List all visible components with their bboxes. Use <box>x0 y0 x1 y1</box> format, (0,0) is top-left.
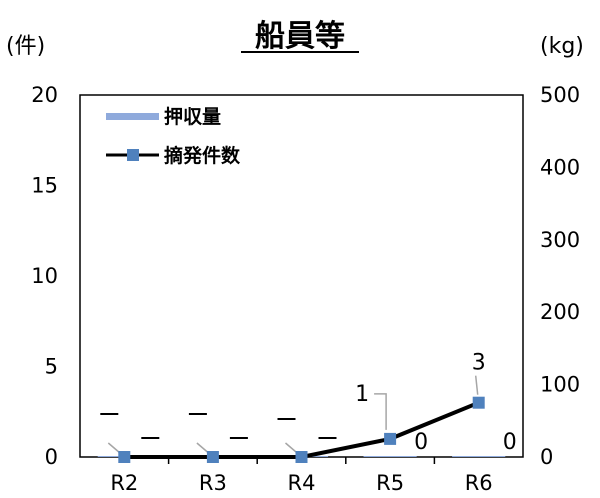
right-tick-label: 400 <box>540 155 580 179</box>
line-marker <box>295 451 308 463</box>
line-marker <box>206 451 219 463</box>
x-tick-label: R4 <box>288 471 316 495</box>
line-marker <box>384 432 397 445</box>
left-tick-label: 0 <box>45 445 58 469</box>
line-marker <box>472 396 485 409</box>
leader-line <box>374 393 387 430</box>
data-labels: 0 0 1 3 <box>355 351 517 455</box>
bar <box>363 456 417 457</box>
leader-line <box>474 375 479 395</box>
bar-data-label: 0 <box>503 430 517 455</box>
plot-area <box>79 94 524 458</box>
x-axis-tick-labels: R2 R3 R4 R5 R6 <box>110 457 493 495</box>
bar <box>452 456 506 457</box>
legend-swatch-bar <box>106 113 159 120</box>
x-tick-label: R5 <box>376 471 404 495</box>
right-tick-label: 0 <box>540 445 553 469</box>
left-tick-label: 15 <box>31 174 58 198</box>
left-tick-label: 20 <box>31 83 58 107</box>
x-tick-label: R6 <box>465 471 493 495</box>
chart-title: 船員等 <box>255 19 345 54</box>
legend-label-bar: 押収量 <box>164 105 221 128</box>
x-tick-label: R2 <box>110 471 138 495</box>
right-tick-label: 300 <box>540 228 580 252</box>
legend-swatch-marker <box>127 149 139 161</box>
right-tick-label: 500 <box>540 83 580 107</box>
left-tick-label: 10 <box>31 264 58 288</box>
bar-data-label: 0 <box>414 430 428 455</box>
line-data-label: 3 <box>472 351 486 376</box>
left-axis-unit: (件) <box>6 34 45 59</box>
left-tick-label: 5 <box>45 355 58 379</box>
right-tick-label: 100 <box>540 373 580 397</box>
x-tick-label: R3 <box>199 471 227 495</box>
left-axis-tick-labels: 0 5 10 15 20 <box>31 83 58 469</box>
right-axis-tick-labels: 0 100 200 300 400 500 <box>540 83 580 469</box>
right-tick-label: 200 <box>540 300 580 324</box>
line-data-label: 1 <box>355 382 369 407</box>
line-marker <box>118 451 131 463</box>
legend-label-line: 摘発件数 <box>164 144 241 167</box>
legend: 押収量 摘発件数 <box>106 105 241 167</box>
line-series <box>118 396 485 463</box>
right-axis-unit: (kg) <box>540 34 584 59</box>
